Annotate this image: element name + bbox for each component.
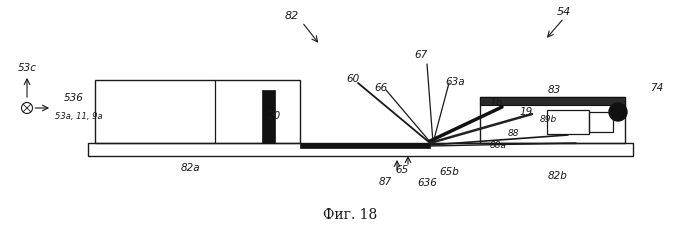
Bar: [88, 143, 633, 156]
Bar: [300, 143, 430, 148]
Text: 88: 88: [508, 130, 519, 139]
Bar: [480, 97, 625, 105]
Text: 89b: 89b: [540, 114, 557, 123]
Text: 82a: 82a: [180, 163, 200, 173]
Text: 54: 54: [557, 7, 571, 17]
Text: 65b: 65b: [439, 167, 459, 177]
Text: 83: 83: [547, 85, 561, 95]
Bar: [262, 90, 275, 143]
Text: 82b: 82b: [548, 171, 568, 181]
Text: 65: 65: [395, 165, 409, 175]
Text: 87: 87: [379, 177, 391, 187]
Bar: [95, 80, 300, 143]
Bar: [589, 112, 613, 132]
Text: 1b: 1b: [489, 98, 503, 108]
Text: 536: 536: [64, 93, 84, 103]
Text: 60: 60: [346, 74, 360, 84]
Text: 53c: 53c: [18, 63, 37, 73]
Text: 53a, 11, 9a: 53a, 11, 9a: [55, 111, 103, 121]
Text: 636: 636: [417, 178, 437, 188]
Bar: [480, 97, 625, 143]
Circle shape: [609, 103, 627, 121]
Text: 67: 67: [414, 50, 428, 60]
Text: Фиг. 18: Фиг. 18: [323, 208, 377, 222]
Bar: [547, 110, 589, 134]
Text: 82: 82: [285, 11, 299, 21]
Text: 74: 74: [650, 83, 664, 93]
Text: 20: 20: [268, 111, 281, 121]
Text: 88a: 88a: [489, 140, 507, 149]
Text: 66: 66: [374, 83, 388, 93]
Text: 63a: 63a: [445, 77, 465, 87]
Text: 19: 19: [519, 107, 533, 117]
